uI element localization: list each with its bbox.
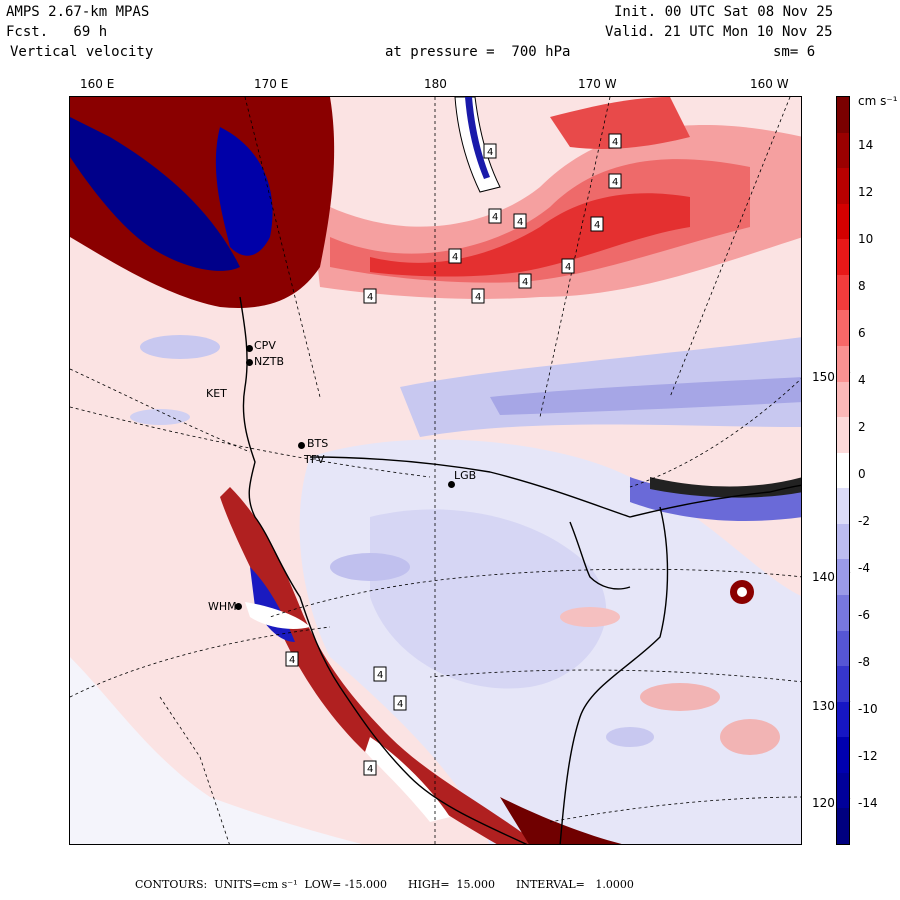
lon-label-160w: 160 W: [750, 77, 789, 91]
lon-label-170e: 170 E: [254, 77, 289, 91]
station-whm: WHM: [208, 600, 237, 613]
colorbar-segment: [837, 523, 849, 560]
init-time: Init. 00 UTC Sat 08 Nov 25: [614, 4, 834, 20]
colorbar-units: cm s⁻¹: [858, 94, 898, 108]
colorbar-segment: [837, 203, 849, 240]
colorbar-tick-label: -14: [858, 796, 878, 810]
contour-label: 4: [452, 252, 458, 263]
colorbar-tick-label: 8: [858, 279, 866, 293]
contour-info: CONTOURS: UNITS=cm s⁻¹ LOW= -15.000 HIGH…: [135, 878, 634, 891]
colorbar-segment: [837, 239, 849, 276]
contour-label: 4: [517, 217, 523, 228]
contour-label: 4: [487, 147, 493, 158]
model-title: AMPS 2.67-km MPAS: [6, 4, 150, 20]
colorbar-segment: [837, 666, 849, 703]
station-dot: [448, 481, 455, 488]
colorbar-tick-label: -2: [858, 514, 870, 528]
station-ket: KET: [206, 387, 227, 400]
colorbar-segment: [837, 452, 849, 489]
colorbar-tick-label: -8: [858, 655, 870, 669]
forecast-hour: Fcst. 69 h: [6, 24, 108, 40]
colorbar-tick-label: -4: [858, 561, 870, 575]
map-field: 4 4 4 4 4 4 4 4 4 4 4 4 4 4 4: [70, 97, 801, 844]
colorbar-tick-label: 14: [858, 138, 874, 152]
vertical-velocity-map: 4 4 4 4 4 4 4 4 4 4 4 4 4 4 4 CPV NZTB K…: [69, 96, 802, 845]
contour-label: 4: [367, 764, 373, 775]
colorbar-segment: [837, 97, 849, 134]
lon-label-170w: 170 W: [578, 77, 617, 91]
station-dot: [246, 359, 253, 366]
contour-label: 4: [522, 277, 528, 288]
colorbar-segment: [837, 381, 849, 418]
colorbar-segment: [837, 737, 849, 774]
colorbar: [836, 96, 850, 845]
colorbar-segment: [837, 488, 849, 525]
contour-label: 4: [475, 292, 481, 303]
colorbar-segment: [837, 559, 849, 596]
valid-time: Valid. 21 UTC Mon 10 Nov 25: [605, 24, 833, 40]
colorbar-tick-label: 6: [858, 326, 866, 340]
colorbar-segment: [837, 310, 849, 347]
colorbar-tick-label: -12: [858, 749, 878, 763]
colorbar-segment: [837, 772, 849, 809]
station-tfv: TFV: [304, 453, 325, 466]
colorbar-tick-label: -6: [858, 608, 870, 622]
colorbar-tick-label: 0: [858, 467, 866, 481]
contour-label: 4: [612, 177, 618, 188]
station-dot: [246, 345, 253, 352]
station-bts: BTS: [307, 437, 329, 450]
station-lgb: LGB: [454, 469, 477, 482]
smoothing-value: sm= 6: [773, 44, 816, 60]
station-nztb: NZTB: [254, 355, 285, 368]
colorbar-segment: [837, 168, 849, 205]
colorbar-segment: [837, 630, 849, 667]
colorbar-segment: [837, 701, 849, 738]
colorbar-segment: [837, 132, 849, 169]
colorbar-tick-label: 4: [858, 373, 866, 387]
lon-label-160e: 160 E: [80, 77, 115, 91]
contour-label: 4: [492, 212, 498, 223]
contour-labels: 4 4 4 4 4 4 4 4 4 4 4 4 4 4 4: [285, 133, 622, 776]
station-dot: [298, 442, 305, 449]
contour-label: 4: [612, 137, 618, 148]
colorbar-segment: [837, 808, 849, 845]
colorbar-tick-label: 12: [858, 185, 874, 199]
colorbar-tick-label: 2: [858, 420, 866, 434]
colorbar-tick-label: -10: [858, 702, 878, 716]
colorbar-tick-label: 10: [858, 232, 874, 246]
pressure-level: at pressure = 700 hPa: [385, 44, 571, 60]
colorbar-segment: [837, 595, 849, 632]
station-dot: [235, 603, 242, 610]
colorbar-segment: [837, 417, 849, 454]
contour-label: 4: [367, 292, 373, 303]
contour-label: 4: [377, 670, 383, 681]
colorbar-segment: [837, 274, 849, 311]
colorbar-segment: [837, 346, 849, 383]
field-name: Vertical velocity: [10, 44, 154, 60]
contour-label: 4: [565, 262, 571, 273]
lon-label-180: 180: [424, 77, 447, 91]
contour-label: 4: [397, 699, 403, 710]
station-cpv: CPV: [254, 339, 276, 352]
contour-label: 4: [289, 655, 295, 666]
contour-label: 4: [594, 220, 600, 231]
